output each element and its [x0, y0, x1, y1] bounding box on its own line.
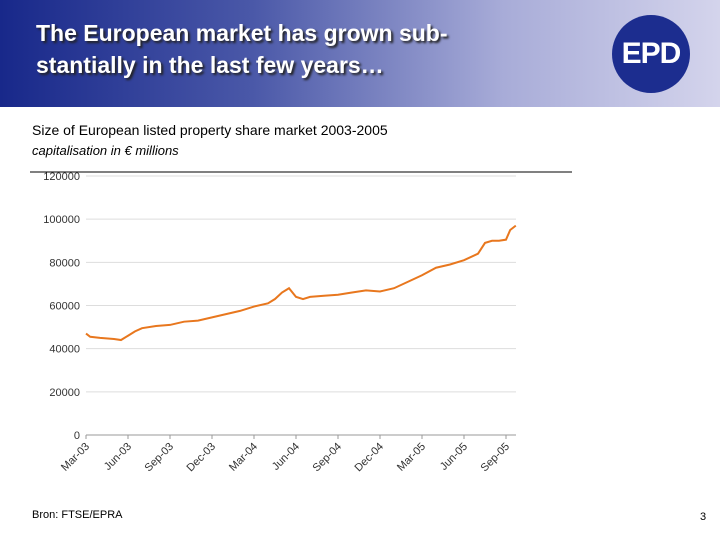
x-tick-label: Mar-05: [395, 441, 428, 474]
chart: Size of European listed property share m…: [30, 122, 572, 475]
y-tick-label: 100000: [43, 214, 80, 226]
slide-title: The European market has grown sub-: [36, 20, 448, 46]
chart-title: Size of European listed property share m…: [32, 122, 388, 138]
data-line: [85, 224, 517, 342]
x-tick-label: Jun-05: [438, 441, 470, 473]
x-tick-label: Mar-04: [227, 441, 260, 474]
x-tick-label: Dec-03: [185, 441, 219, 475]
source: Bron: FTSE/EPRA: [32, 509, 123, 521]
y-tick-label: 40000: [49, 344, 80, 356]
page-number: 3: [700, 511, 707, 523]
chart-subtitle: capitalisation in € millions: [32, 143, 179, 158]
header-band: The European market has grown sub- stant…: [0, 0, 720, 107]
y-tick-label: 80000: [49, 257, 80, 269]
logo: EPD: [612, 15, 690, 93]
x-tick-label: Sep-05: [479, 441, 513, 475]
x-tick-label: Mar-03: [59, 441, 92, 474]
slide-title: stantially in the last few years…: [36, 52, 384, 78]
y-tick-label: 0: [74, 430, 80, 442]
x-tick-label: Sep-03: [143, 441, 177, 475]
y-tick-label: 60000: [49, 301, 80, 313]
x-tick-label: Sep-04: [311, 441, 345, 475]
y-tick-label: 20000: [49, 387, 80, 399]
x-tick-label: Dec-04: [353, 441, 387, 475]
x-tick-label: Jun-04: [270, 441, 302, 473]
x-tick-label: Jun-03: [102, 441, 134, 473]
y-tick-label: 120000: [43, 171, 80, 183]
